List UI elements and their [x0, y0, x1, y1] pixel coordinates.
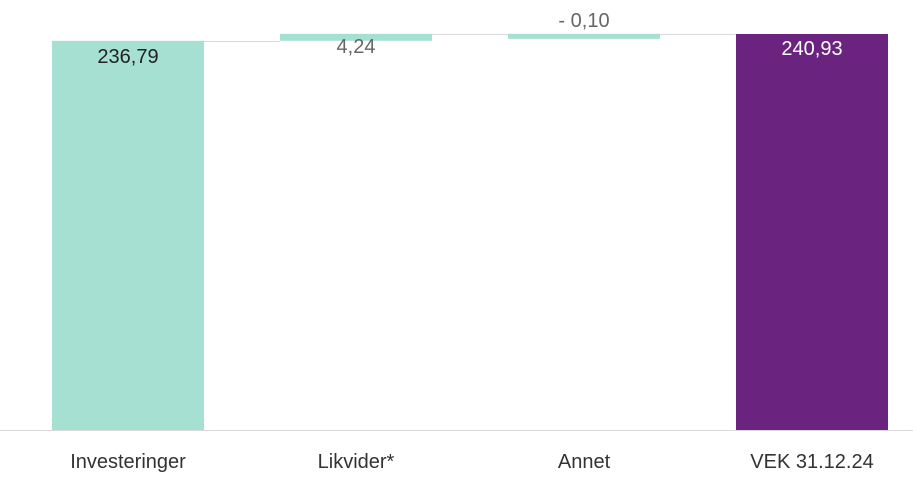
data-label: 4,24 — [337, 36, 376, 58]
bar-likvider — [280, 33, 432, 41]
bar-vek-31-12-24 — [736, 34, 888, 430]
category-label: Investeringer — [70, 451, 186, 472]
category-labels: Investeringer Likvider* Annet VEK 31.12.24 — [70, 451, 874, 473]
bars — [52, 33, 888, 431]
bar-investeringer — [52, 40, 204, 431]
data-labels: 236,79 4,24 - 0,10 240,93 — [97, 10, 842, 68]
category-label: VEK 31.12.24 — [750, 451, 873, 472]
connector-lines — [204, 34, 736, 42]
bar-annet — [508, 33, 660, 39]
data-label: - 0,10 — [558, 10, 609, 32]
data-label: 240,93 — [781, 38, 842, 60]
category-label: Likvider* — [318, 451, 395, 472]
data-label: 236,79 — [97, 46, 158, 68]
category-label: Annet — [558, 451, 611, 472]
